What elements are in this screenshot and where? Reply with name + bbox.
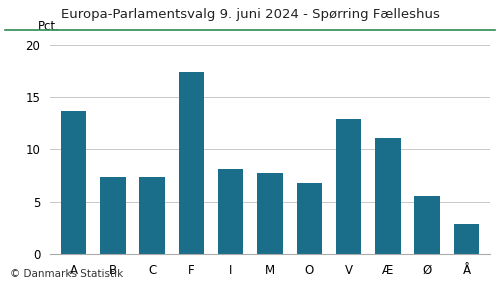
Bar (257, 173, 283, 254)
Bar (140, 177, 165, 254)
Text: © Danmarks Statistik: © Danmarks Statistik (10, 269, 123, 279)
Text: Europa-Parlamentsvalg 9. juni 2024 - Spørring Fælleshus: Europa-Parlamentsvalg 9. juni 2024 - Spø… (60, 8, 440, 21)
Bar (100, 177, 126, 254)
Bar (375, 138, 400, 254)
Bar (178, 72, 204, 254)
Text: Pct.: Pct. (38, 20, 60, 33)
Bar (414, 196, 440, 254)
Bar (336, 119, 361, 254)
Bar (61, 111, 86, 254)
Bar (218, 169, 244, 254)
Bar (454, 224, 479, 254)
Bar (296, 183, 322, 254)
